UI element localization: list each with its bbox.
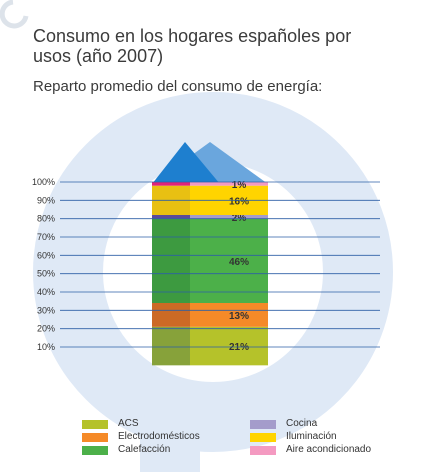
legend-swatch [250,419,276,429]
legend-item: Electrodomésticos [82,431,200,445]
bar-segment-shade [152,303,190,327]
bar-segment-face [190,182,268,186]
legend-label: Electrodomésticos [118,431,200,442]
bar-segment-aire-acondicionado: 1% [152,180,268,191]
y-tick-label: 40% [37,287,55,297]
y-tick-label: 10% [37,342,55,352]
chart-subtitle: Reparto promedio del consumo de energía: [33,78,323,95]
bar-segment-acs: 21% [152,326,268,366]
y-tick-label: 90% [37,195,55,205]
chart-legend: ACS Electrodomésticos Calefacción Cocina Ilu… [82,418,402,462]
legend-item: Aire acondicionado [250,444,371,458]
legend-swatch [82,419,108,429]
corner-logo-mark [0,0,29,29]
bar-segment-shade [152,326,190,366]
legend-swatch [82,445,108,455]
bar-segment-electrodomésticos: 13% [152,303,268,327]
bar-segment-face [190,215,268,219]
bar-data-label: 13% [229,311,249,322]
legend-item: Iluminación [250,431,337,445]
legend-label: Cocina [286,418,318,429]
house-roof-shade [152,142,220,184]
legend-label: Iluminación [286,431,337,442]
bar-data-label: 46% [229,257,249,268]
bar-data-label: 1% [232,180,247,191]
y-tick-label: 100% [32,177,55,187]
y-tick-label: 60% [37,250,55,260]
legend-swatch [82,432,108,442]
legend-item: Cocina [250,418,317,432]
y-tick-label: 70% [37,232,55,242]
y-tick-label: 20% [37,324,55,334]
legend-swatch [250,432,276,442]
chart-title: Consumo en los hogares españoles por uso… [33,26,352,66]
background-ring [33,92,393,452]
legend-swatch [250,445,276,455]
y-tick-label: 50% [37,269,55,279]
bar-data-label: 16% [229,196,249,207]
bar-segment-shade [152,218,190,303]
y-tick-label: 30% [37,305,55,315]
bar-segment-face [190,218,268,303]
bar-segment-shade [152,182,190,186]
legend-item: Calefacción [82,444,170,458]
bar-segment-shade [152,215,190,219]
bar-segment-calefacción: 46% [152,218,268,303]
bar-data-label: 21% [229,342,249,353]
legend-label: ACS [118,418,139,429]
background-ring-tail [140,400,200,472]
bar-segment-face [190,303,268,327]
legend-label: Calefacción [118,444,171,455]
legend-label: Aire acondicionado [286,444,372,455]
legend-item: ACS [82,418,139,432]
bar-segment-face [190,326,268,366]
y-tick-label: 80% [37,214,55,224]
